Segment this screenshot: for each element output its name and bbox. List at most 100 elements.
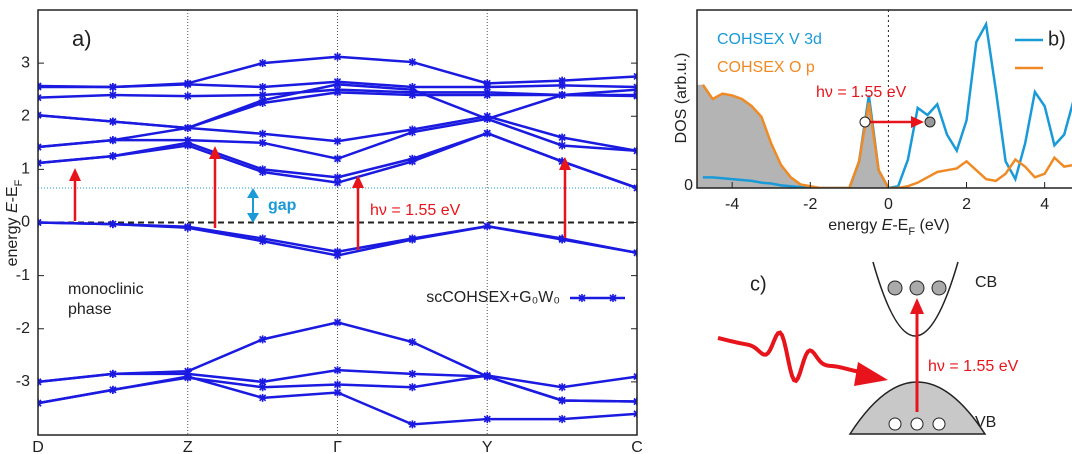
band-point	[258, 129, 267, 138]
band-point	[258, 237, 267, 246]
arrowhead	[559, 157, 571, 170]
arrowhead	[910, 298, 924, 314]
arrowhead	[352, 175, 364, 188]
band-point	[183, 141, 192, 150]
photon-wave	[717, 330, 859, 384]
legend-label: scCOHSEX+G₀W₀	[426, 289, 560, 306]
band-point	[258, 168, 267, 177]
band-point	[558, 383, 567, 392]
x-tick-label: 0	[884, 196, 893, 213]
arrowhead	[247, 188, 259, 198]
band-point	[408, 420, 417, 429]
band-point	[333, 178, 342, 187]
occupied-fill	[697, 84, 889, 188]
x-tick-label: Y	[482, 439, 493, 454]
band-point	[558, 141, 567, 150]
band-point	[183, 92, 192, 101]
annotation: phase	[68, 301, 112, 318]
band-point	[108, 83, 117, 92]
band-point	[333, 388, 342, 397]
y-tick-label: 0	[21, 214, 30, 231]
hole	[910, 417, 924, 431]
band-point	[258, 91, 267, 99]
band-point	[408, 383, 417, 392]
band-point	[258, 83, 267, 92]
cb-parabola	[872, 261, 959, 337]
band-point	[333, 366, 342, 375]
band-point	[483, 91, 492, 99]
band-point	[408, 157, 417, 166]
vb-label: VB	[975, 414, 996, 431]
label-part: F	[13, 179, 25, 186]
band-point	[558, 415, 567, 424]
band-point	[558, 91, 567, 99]
band-point	[333, 137, 342, 146]
label-part: (eV)	[915, 217, 950, 234]
legend-label: COHSEX V 3d	[717, 31, 822, 48]
band-point	[333, 380, 342, 389]
axis-label: DOS (arb.u.)	[673, 53, 690, 144]
electron	[924, 116, 936, 128]
y-tick-label: 2	[21, 107, 30, 124]
axis-label: energy E-EF	[4, 179, 25, 266]
band-point	[408, 91, 417, 99]
arrowhead	[911, 116, 924, 128]
dos	[697, 20, 1072, 188]
band-point	[483, 83, 492, 92]
panel-label: c)	[750, 273, 767, 295]
band-point	[333, 154, 342, 163]
band-point	[258, 96, 267, 105]
hole	[888, 417, 902, 431]
band-point	[183, 80, 192, 89]
band-point	[108, 117, 117, 126]
band-point	[333, 173, 342, 182]
y-tick-label: -2	[16, 320, 30, 337]
panel-label: a)	[72, 26, 92, 51]
plot-frame	[696, 9, 1072, 189]
x-tick-label: Γ	[333, 439, 342, 454]
electron	[909, 280, 925, 296]
arrowhead	[69, 168, 81, 181]
band-point	[483, 129, 492, 138]
hole	[932, 417, 946, 431]
bands	[38, 52, 637, 429]
band-point	[333, 88, 342, 97]
label-part: -E	[4, 186, 21, 202]
band-point	[258, 393, 267, 402]
band-point	[258, 335, 267, 344]
band-point	[483, 371, 492, 380]
band-point	[558, 235, 567, 244]
band-point	[183, 223, 192, 232]
band-point	[333, 251, 342, 260]
photon-label: hν = 1.55 eV	[816, 84, 907, 101]
axis-label: energy E-EF (eV)	[828, 217, 949, 238]
annotation: monoclinic	[68, 281, 144, 298]
electron	[931, 280, 947, 296]
dos-line	[702, 20, 1072, 188]
band-point	[108, 385, 117, 394]
x-tick-label: D	[32, 439, 44, 454]
band-point	[558, 157, 567, 166]
band-point	[558, 81, 567, 90]
panel-c-diagram: c) CB VB hν = 1.55 eV	[717, 261, 1019, 435]
band-point	[333, 80, 342, 89]
band-point	[258, 138, 267, 147]
band-point	[108, 220, 117, 229]
arrowhead	[247, 213, 259, 223]
cb-label: CB	[975, 274, 997, 291]
band-point	[408, 85, 417, 94]
legend-marker	[578, 294, 617, 302]
band-point	[333, 318, 342, 327]
label-part: F	[908, 226, 915, 238]
arrowhead	[209, 146, 221, 159]
band-point	[408, 235, 417, 244]
label-part: energy	[828, 217, 881, 234]
x-tick-label: 4	[1040, 196, 1049, 213]
y-tick-label: -3	[16, 373, 30, 390]
panel-label: b)	[1048, 28, 1066, 50]
band-point	[258, 383, 267, 392]
electron	[887, 280, 903, 296]
hole	[859, 116, 871, 128]
photon-label: hν = 1.55 eV	[928, 358, 1019, 375]
